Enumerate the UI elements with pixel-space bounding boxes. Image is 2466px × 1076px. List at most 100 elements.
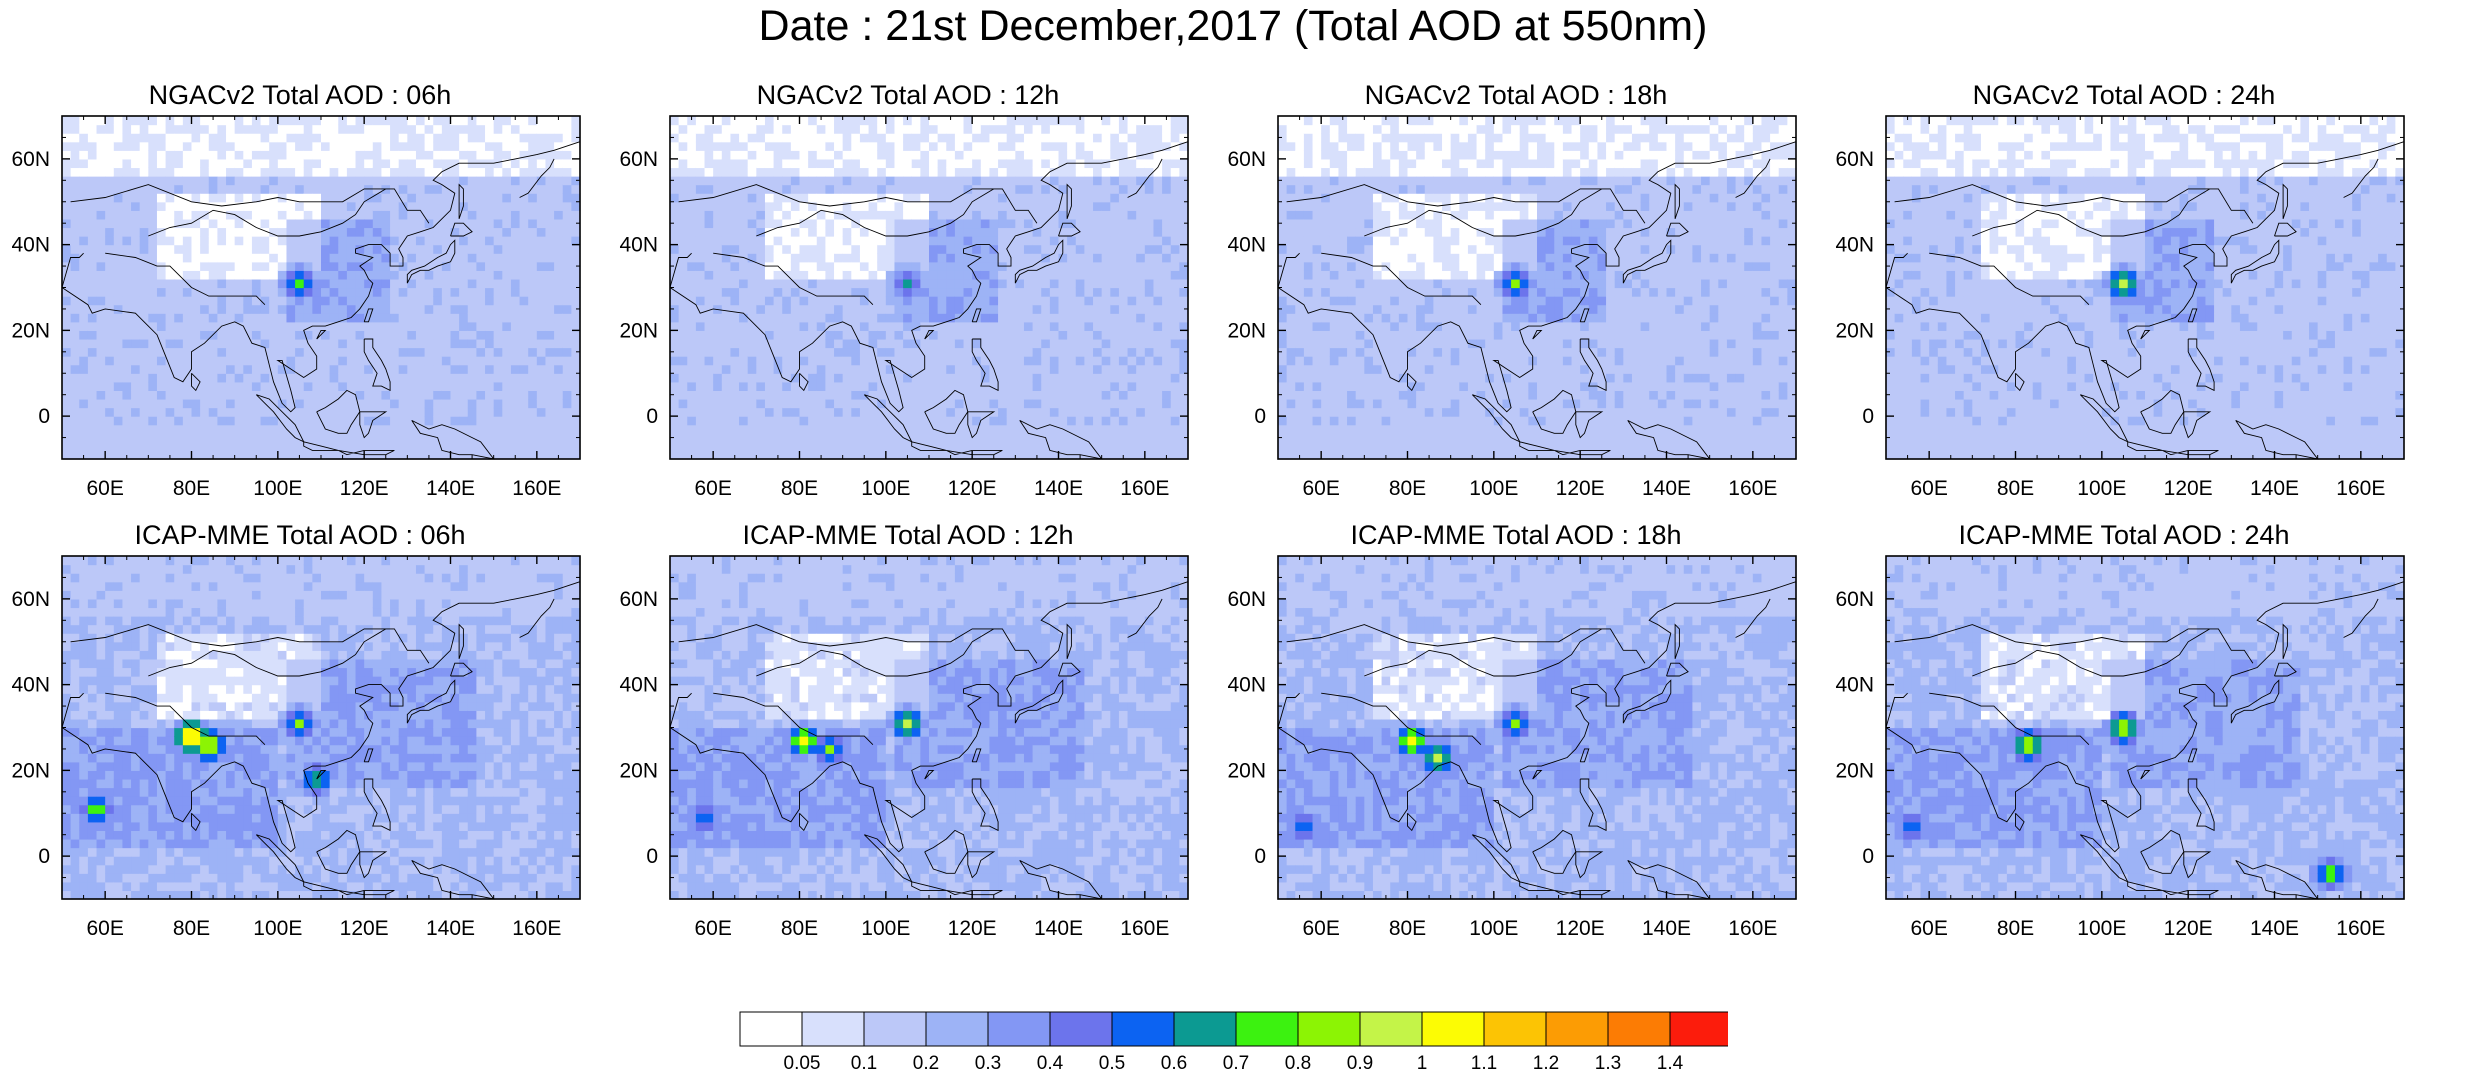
aod-cell xyxy=(459,339,468,348)
aod-cell xyxy=(148,322,157,331)
aod-cell xyxy=(425,408,434,417)
aod-cell xyxy=(468,365,477,374)
aod-cell xyxy=(476,348,485,357)
aod-cell xyxy=(765,296,774,305)
aod-cell xyxy=(356,133,365,142)
aod-cell xyxy=(140,373,149,382)
aod-cell xyxy=(739,416,748,425)
aod-cell xyxy=(226,288,235,297)
aod-cell xyxy=(687,262,696,271)
aod-cell xyxy=(364,116,373,125)
aod-cell xyxy=(407,219,416,228)
aod-cell xyxy=(209,390,218,399)
aod-cell xyxy=(321,167,330,176)
aod-cell xyxy=(174,245,183,254)
aod-cell xyxy=(722,416,731,425)
aod-cell xyxy=(442,382,451,391)
aod-cell xyxy=(670,425,679,434)
aod-cell xyxy=(998,348,1007,357)
aod-cell xyxy=(825,236,834,245)
aod-cell xyxy=(1076,279,1085,288)
aod-cell xyxy=(330,382,339,391)
aod-cell xyxy=(105,167,114,176)
aod-cell xyxy=(140,313,149,322)
aod-cell xyxy=(554,356,563,365)
aod-cell xyxy=(1033,288,1042,297)
aod-cell xyxy=(817,373,826,382)
aod-cell xyxy=(269,296,278,305)
aod-cell xyxy=(1076,202,1085,211)
aod-cell xyxy=(1007,133,1016,142)
aod-cell xyxy=(920,202,929,211)
aod-cell xyxy=(886,442,895,451)
aod-cell xyxy=(304,116,313,125)
aod-cell xyxy=(791,322,800,331)
aod-cell xyxy=(1015,253,1024,262)
aod-cell xyxy=(485,270,494,279)
aod-cell xyxy=(998,219,1007,228)
aod-cell xyxy=(381,279,390,288)
aod-cell xyxy=(62,142,71,151)
aod-cell xyxy=(545,288,554,297)
aod-cell xyxy=(989,262,998,271)
aod-cell xyxy=(1110,382,1119,391)
aod-cell xyxy=(381,210,390,219)
aod-cell xyxy=(88,227,97,236)
aod-cell xyxy=(1084,227,1093,236)
aod-cell xyxy=(494,159,503,168)
aod-cell xyxy=(938,270,947,279)
aod-cell xyxy=(200,373,209,382)
aod-cell xyxy=(903,202,912,211)
aod-cell xyxy=(851,356,860,365)
aod-cell xyxy=(756,382,765,391)
aod-cell xyxy=(894,133,903,142)
aod-cell xyxy=(295,142,304,151)
aod-cell xyxy=(356,176,365,185)
aod-cell xyxy=(312,296,321,305)
aod-cell xyxy=(1171,236,1180,245)
aod-cell xyxy=(105,442,114,451)
aod-cell xyxy=(1102,322,1111,331)
aod-cell xyxy=(1041,348,1050,357)
aod-cell xyxy=(122,202,131,211)
aod-cell xyxy=(140,305,149,314)
aod-cell xyxy=(425,125,434,134)
aod-cell xyxy=(903,150,912,159)
aod-cell xyxy=(877,185,886,194)
aod-cell xyxy=(131,399,140,408)
aod-cell xyxy=(494,236,503,245)
aod-cell xyxy=(851,236,860,245)
aod-cell xyxy=(261,116,270,125)
aod-cell xyxy=(304,313,313,322)
aod-cell xyxy=(938,339,947,348)
aod-cell xyxy=(1171,348,1180,357)
aod-cell xyxy=(192,159,201,168)
aod-cell xyxy=(1162,279,1171,288)
aod-cell xyxy=(209,373,218,382)
aod-cell xyxy=(705,348,714,357)
aod-cell xyxy=(817,279,826,288)
aod-cell xyxy=(390,176,399,185)
aod-cell xyxy=(451,390,460,399)
aod-cell xyxy=(696,356,705,365)
aod-cell xyxy=(946,339,955,348)
aod-cell xyxy=(105,339,114,348)
aod-cell xyxy=(998,416,1007,425)
aod-cell xyxy=(1136,202,1145,211)
aod-cell xyxy=(295,296,304,305)
aod-cell xyxy=(843,399,852,408)
aod-cell xyxy=(713,245,722,254)
aod-cell xyxy=(62,159,71,168)
aod-cell xyxy=(981,390,990,399)
aod-cell xyxy=(407,296,416,305)
aod-cell xyxy=(545,133,554,142)
aod-cell xyxy=(79,279,88,288)
aod-cell xyxy=(485,313,494,322)
aod-cell xyxy=(200,399,209,408)
aod-cell xyxy=(321,142,330,151)
aod-cell xyxy=(912,133,921,142)
aod-cell xyxy=(226,150,235,159)
aod-cell xyxy=(511,176,520,185)
aod-cell xyxy=(122,330,131,339)
aod-cell xyxy=(442,305,451,314)
